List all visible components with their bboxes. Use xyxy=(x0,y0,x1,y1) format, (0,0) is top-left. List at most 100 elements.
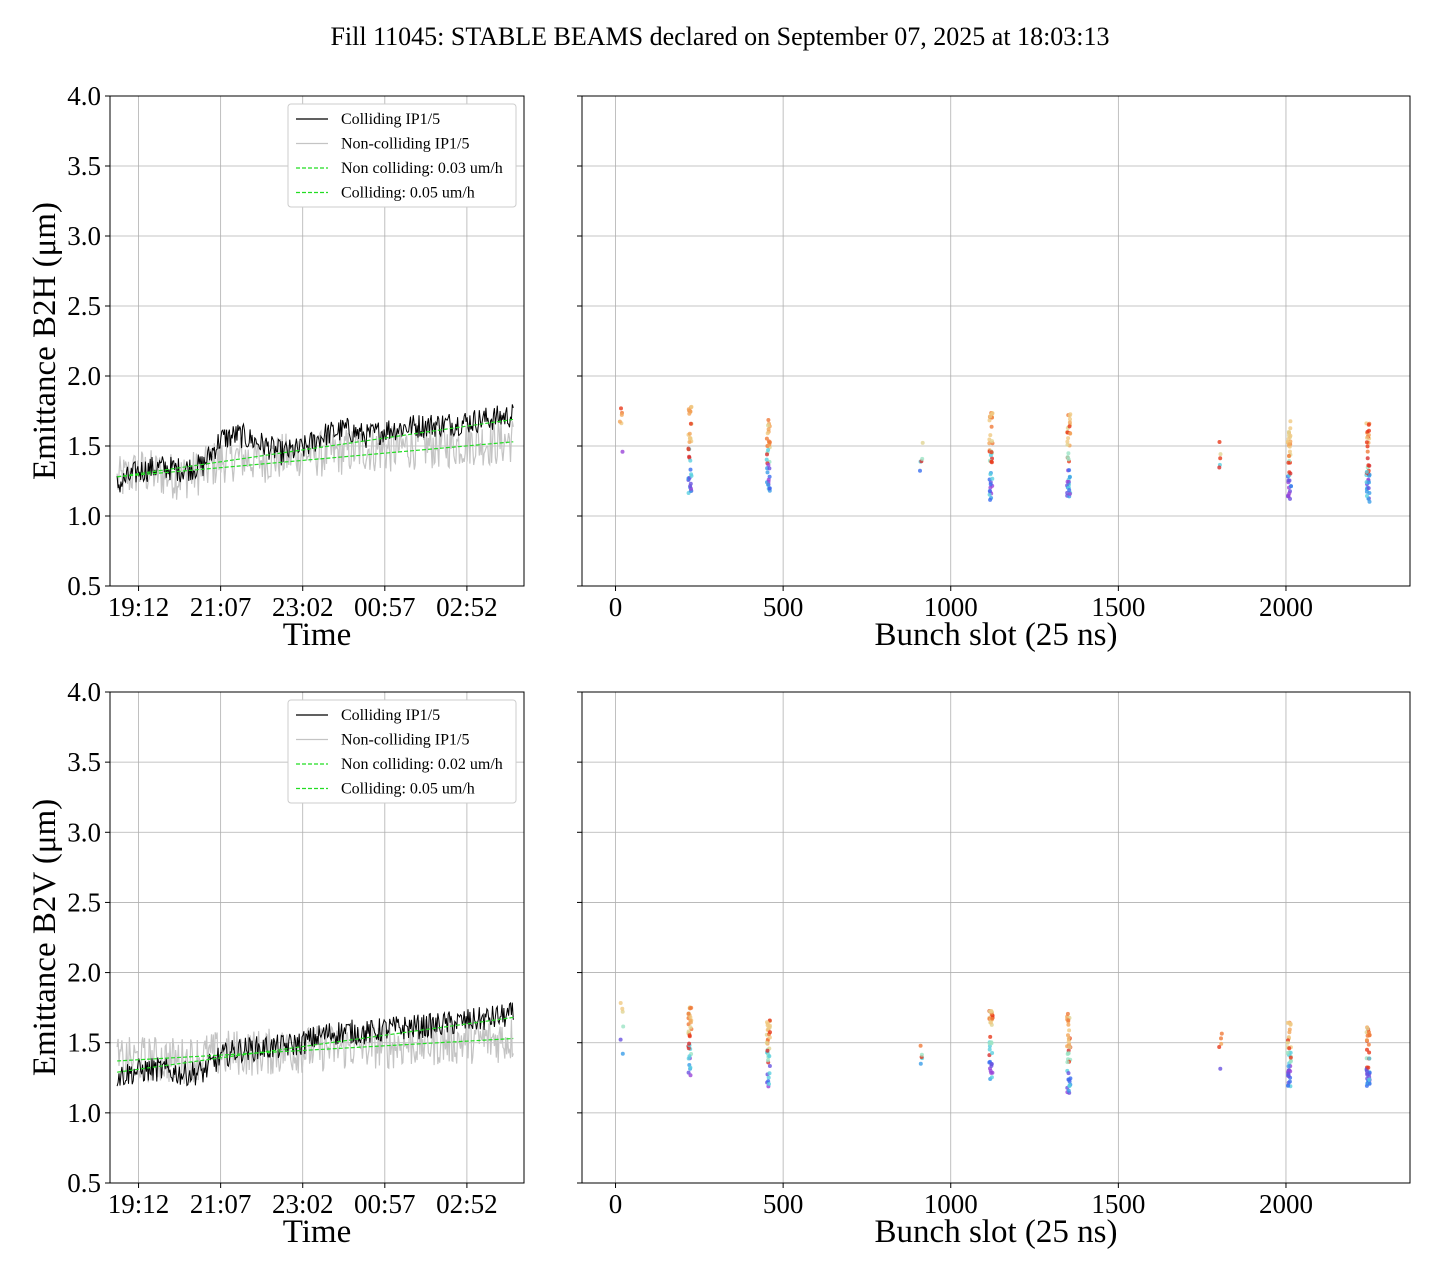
x-tick-label: 23:02 xyxy=(272,1189,334,1219)
bunch-point xyxy=(767,1064,772,1068)
bunch-point xyxy=(918,1043,923,1048)
bunch-point xyxy=(989,1041,994,1046)
bunch-point xyxy=(1367,472,1372,477)
bunch-point xyxy=(1217,1045,1222,1049)
plot-area xyxy=(116,1001,514,1087)
bunch-point xyxy=(990,476,995,481)
x-tick-label: 1500 xyxy=(1091,592,1145,622)
bunch-point xyxy=(1287,1079,1292,1084)
bunch-point xyxy=(686,1029,691,1034)
y-tick-label: 1.5 xyxy=(67,1028,101,1058)
bunch-point xyxy=(1065,1060,1070,1065)
bunch-point xyxy=(987,492,992,497)
x-tick-label: 500 xyxy=(763,592,804,622)
y-tick-label: 1.5 xyxy=(67,431,101,461)
legend-entry: Colliding: 0.05 um/h xyxy=(341,185,475,202)
bunch-point xyxy=(687,1041,692,1046)
x-tick-label: 19:12 xyxy=(108,1189,170,1219)
bunch-point xyxy=(688,467,693,472)
bunch-point xyxy=(1067,424,1072,429)
bunch-point xyxy=(989,1020,993,1025)
bunch-point xyxy=(764,457,769,462)
legend-entry: Non-colliding IP1/5 xyxy=(341,136,469,153)
bunch-point xyxy=(920,456,925,461)
bunch-point xyxy=(764,1040,769,1045)
bunch-point xyxy=(1067,491,1072,496)
bunch-point xyxy=(686,1046,691,1051)
bunch-point xyxy=(1288,433,1293,438)
bunch-point xyxy=(1287,1027,1292,1032)
x-axis-label: Bunch slot (25 ns) xyxy=(875,1214,1118,1250)
bunch-point xyxy=(1217,465,1222,470)
series-line xyxy=(116,1001,514,1087)
bunch-point xyxy=(990,1051,995,1055)
bunch-point xyxy=(687,436,692,441)
bunch-point xyxy=(617,419,622,424)
bunch-point xyxy=(919,1052,924,1057)
plot-frame xyxy=(581,95,1411,587)
bunch-point xyxy=(987,441,992,446)
bunch-point xyxy=(987,489,992,493)
bunch-point xyxy=(1367,463,1372,468)
bunch-point xyxy=(1365,1072,1370,1077)
bunch-point xyxy=(1365,1026,1370,1031)
bunch-point xyxy=(1066,1022,1071,1027)
x-axis-label: Time xyxy=(283,1214,351,1250)
y-axis-label: Emittance B2V (μm) xyxy=(27,799,63,1076)
y-tick-label: 1.0 xyxy=(67,501,101,531)
bunch-point xyxy=(688,421,693,426)
y-tick-label: 3.5 xyxy=(67,151,101,181)
bunch-point xyxy=(620,1051,625,1056)
x-tick-label: 2000 xyxy=(1259,592,1313,622)
bunch-point xyxy=(1218,1066,1223,1071)
bunch-point xyxy=(1285,1020,1290,1025)
bunch-point xyxy=(988,414,993,419)
bunch-point xyxy=(920,440,925,445)
bunch-point xyxy=(618,1037,623,1042)
bunch-point xyxy=(1366,1042,1371,1047)
bunch-point xyxy=(689,1005,694,1010)
bunch-point xyxy=(687,1054,692,1059)
bunch-point xyxy=(988,433,993,438)
bunch-point xyxy=(767,466,772,471)
bunch-point xyxy=(686,1011,691,1016)
bunch-point xyxy=(1365,494,1369,498)
x-tick-label: 1000 xyxy=(924,592,978,622)
bunch-point xyxy=(1288,426,1293,431)
bunch-point xyxy=(767,440,772,445)
x-tick-label: 0 xyxy=(609,592,623,622)
x-tick-label: 21:07 xyxy=(190,592,252,622)
legend-entry: Non colliding: 0.03 um/h xyxy=(341,160,503,177)
y-tick-label: 2.0 xyxy=(67,958,101,988)
x-tick-label: 00:57 xyxy=(354,592,416,622)
bunch-point xyxy=(768,1030,772,1035)
bunch-point xyxy=(618,1001,623,1005)
bunch-point xyxy=(1367,1077,1372,1082)
x-axis-label: Bunch slot (25 ns) xyxy=(875,617,1118,653)
bunch-point xyxy=(620,1006,625,1011)
bunch-point xyxy=(1067,1083,1072,1088)
bunch-point xyxy=(989,1070,994,1075)
bunch-point xyxy=(766,483,771,487)
chart-b2h-bunch: 0 500 1000 1500 2000 Bunch slot (25 ns) xyxy=(577,95,1411,653)
bunch-point xyxy=(688,458,693,463)
bunch-point xyxy=(1287,491,1292,496)
x-tick-label: 23:02 xyxy=(272,592,334,622)
x-tick-label: 00:57 xyxy=(354,1189,416,1219)
bunch-point xyxy=(767,486,772,491)
bunch-point xyxy=(1066,451,1071,456)
legend-entry: Colliding IP1/5 xyxy=(341,111,440,128)
x-tick-label: 21:07 xyxy=(190,1189,252,1219)
bunch-point xyxy=(1219,1031,1224,1036)
y-tick-label: 0.5 xyxy=(67,571,101,601)
bunch-point xyxy=(767,1071,772,1076)
bunch-point xyxy=(1366,486,1371,491)
bunch-point xyxy=(989,424,994,429)
bunch-point xyxy=(1366,433,1371,437)
bunch-point xyxy=(1289,484,1293,489)
bunch-point xyxy=(988,485,993,490)
legend-entry: Colliding IP1/5 xyxy=(341,707,440,724)
bunch-point xyxy=(988,453,993,458)
bunch-point xyxy=(766,477,771,482)
bunch-point xyxy=(766,418,771,422)
